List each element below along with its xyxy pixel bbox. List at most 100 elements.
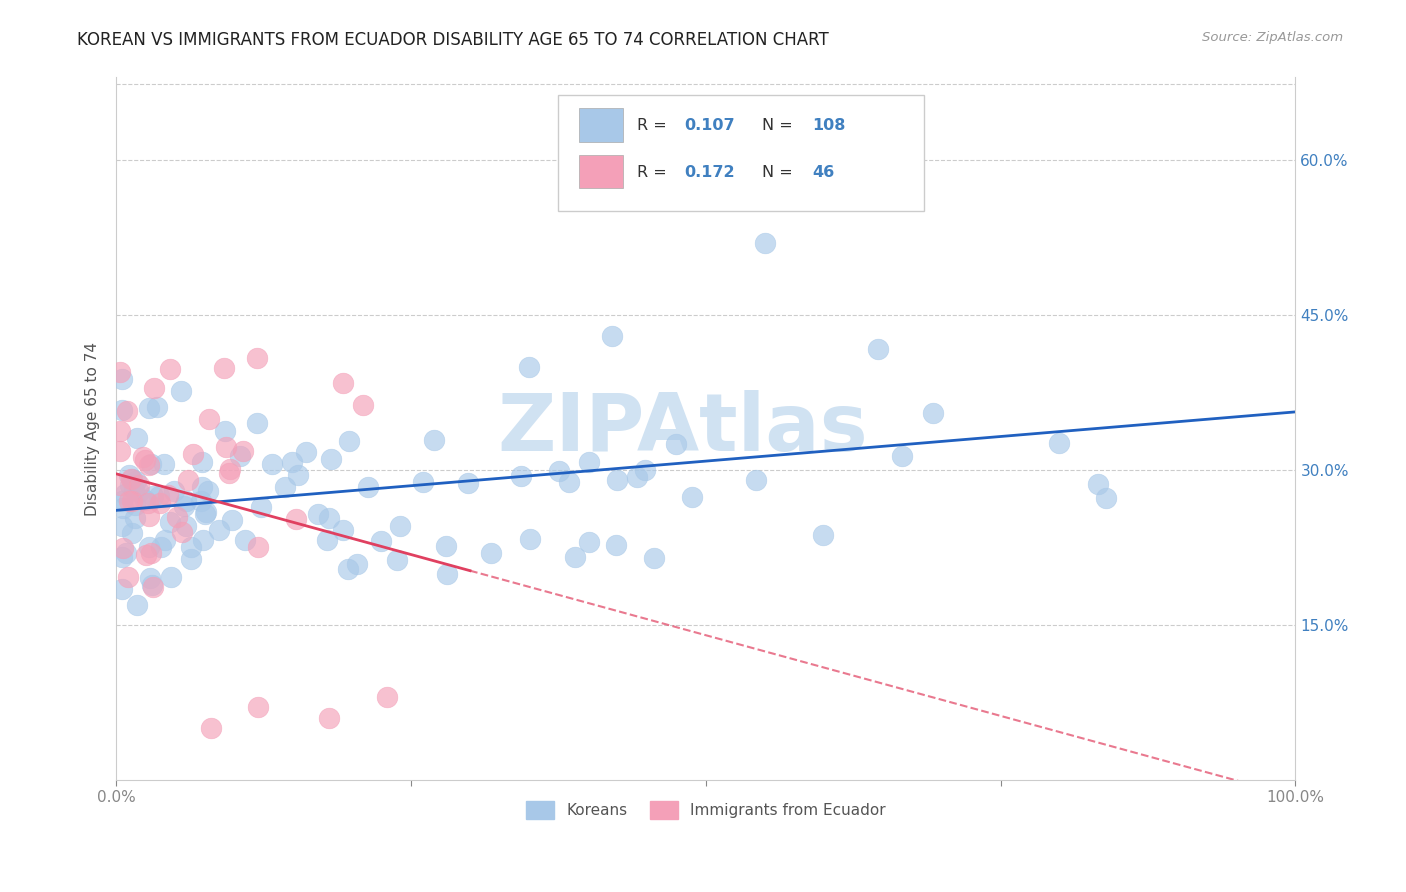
- Point: [436, 567, 458, 582]
- Point: [605, 538, 627, 552]
- Point: [665, 437, 688, 451]
- Point: [316, 533, 339, 548]
- Point: [121, 525, 143, 540]
- Point: [108, 365, 131, 379]
- Point: [138, 509, 160, 524]
- Point: [108, 478, 131, 492]
- Point: [191, 533, 214, 548]
- Text: Source: ZipAtlas.com: Source: ZipAtlas.com: [1202, 31, 1343, 45]
- Point: [457, 475, 479, 490]
- Y-axis label: Disability Age 65 to 74: Disability Age 65 to 74: [86, 342, 100, 516]
- Point: [479, 546, 502, 560]
- Text: 0.172: 0.172: [685, 165, 735, 179]
- Point: [111, 500, 134, 515]
- Point: [117, 570, 139, 584]
- Point: [307, 507, 329, 521]
- Point: [111, 372, 134, 386]
- Point: [136, 496, 159, 510]
- Point: [124, 498, 146, 512]
- Point: [191, 480, 214, 494]
- Point: [170, 384, 193, 399]
- Point: [157, 488, 180, 502]
- Point: [180, 552, 202, 566]
- Legend: Koreans, Immigrants from Ecuador: Koreans, Immigrants from Ecuador: [520, 795, 891, 824]
- Point: [142, 381, 165, 395]
- Point: [139, 458, 162, 472]
- Text: N =: N =: [762, 118, 799, 133]
- Point: [208, 523, 231, 537]
- Point: [134, 453, 156, 467]
- Point: [117, 494, 139, 508]
- Point: [132, 450, 155, 464]
- Point: [218, 466, 240, 480]
- Point: [159, 361, 181, 376]
- Point: [519, 532, 541, 546]
- Point: [389, 518, 412, 533]
- Point: [332, 376, 354, 390]
- Point: [246, 351, 269, 365]
- Point: [111, 549, 134, 564]
- Point: [153, 457, 176, 471]
- Text: ZIPAtlas: ZIPAtlas: [496, 390, 868, 467]
- Point: [643, 551, 665, 566]
- Point: [890, 450, 912, 464]
- Point: [412, 475, 434, 489]
- Point: [229, 449, 252, 463]
- Point: [385, 553, 408, 567]
- Point: [434, 539, 457, 553]
- Point: [681, 491, 703, 505]
- Point: [148, 496, 170, 510]
- Point: [111, 402, 134, 417]
- Point: [120, 472, 142, 486]
- Point: [1047, 435, 1070, 450]
- FancyBboxPatch shape: [578, 108, 623, 142]
- Point: [170, 524, 193, 539]
- Point: [370, 533, 392, 548]
- Point: [212, 361, 235, 376]
- Point: [111, 493, 134, 508]
- Point: [517, 359, 540, 374]
- Point: [285, 512, 308, 526]
- Point: [1087, 476, 1109, 491]
- Text: 108: 108: [813, 118, 845, 133]
- Point: [128, 485, 150, 500]
- Point: [274, 480, 297, 494]
- Point: [578, 534, 600, 549]
- Point: [578, 455, 600, 469]
- Point: [127, 598, 149, 612]
- Point: [193, 507, 215, 521]
- Point: [122, 483, 145, 497]
- Point: [142, 580, 165, 594]
- Point: [634, 463, 657, 477]
- Point: [148, 489, 170, 503]
- Text: 46: 46: [813, 165, 834, 179]
- Point: [120, 477, 142, 491]
- Point: [111, 519, 134, 533]
- Point: [124, 510, 146, 524]
- Point: [214, 424, 236, 438]
- Point: [191, 455, 214, 469]
- Point: [198, 411, 221, 425]
- Point: [218, 461, 240, 475]
- Point: [124, 474, 146, 488]
- Point: [336, 562, 359, 576]
- Point: [606, 473, 628, 487]
- Point: [745, 473, 768, 487]
- Point: [250, 500, 273, 514]
- Point: [564, 550, 586, 565]
- Point: [121, 472, 143, 486]
- Point: [125, 431, 148, 445]
- Point: [138, 540, 160, 554]
- Point: [139, 571, 162, 585]
- Point: [233, 533, 256, 547]
- Point: [337, 434, 360, 448]
- Point: [246, 700, 269, 714]
- Point: [200, 721, 222, 735]
- FancyBboxPatch shape: [578, 154, 623, 188]
- Point: [231, 444, 253, 458]
- Point: [872, 184, 894, 198]
- Point: [221, 513, 243, 527]
- Text: N =: N =: [762, 165, 799, 179]
- Point: [138, 458, 160, 472]
- Point: [377, 690, 399, 704]
